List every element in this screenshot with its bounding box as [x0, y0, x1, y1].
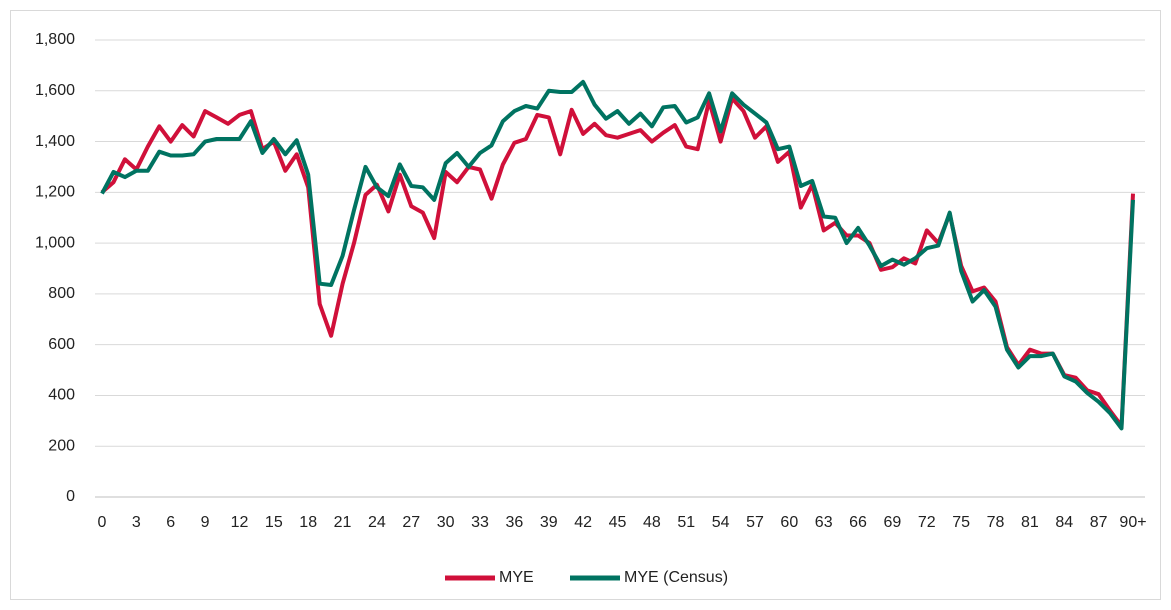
x-tick-label: 78 [987, 514, 1005, 531]
x-tick-label: 39 [540, 514, 558, 531]
legend-label: MYE (Census) [624, 569, 728, 586]
x-tick-label: 21 [334, 514, 352, 531]
y-tick-label: 0 [66, 488, 75, 505]
x-tick-label: 18 [299, 514, 317, 531]
x-tick-label: 15 [265, 514, 283, 531]
y-tick-label: 800 [48, 285, 75, 302]
x-tick-label: 45 [609, 514, 627, 531]
x-tick-label: 60 [780, 514, 798, 531]
y-tick-label: 1,600 [35, 82, 75, 99]
x-tick-label: 66 [849, 514, 867, 531]
legend-label: MYE [499, 569, 534, 586]
x-tick-label: 3 [132, 514, 141, 531]
x-tick-label: 63 [815, 514, 833, 531]
x-tick-label: 42 [574, 514, 592, 531]
x-tick-label: 0 [98, 514, 107, 531]
chart-border [10, 10, 1161, 600]
x-tick-label: 81 [1021, 514, 1039, 531]
x-tick-label: 75 [952, 514, 970, 531]
x-tick-label: 6 [166, 514, 175, 531]
x-tick-label: 57 [746, 514, 764, 531]
x-tick-label: 27 [402, 514, 420, 531]
x-tick-label: 69 [884, 514, 902, 531]
x-tick-label: 36 [506, 514, 524, 531]
x-tick-label: 30 [437, 514, 455, 531]
x-tick-label: 54 [712, 514, 730, 531]
y-tick-label: 1,200 [35, 184, 75, 201]
x-tick-label: 24 [368, 514, 386, 531]
x-tick-label: 48 [643, 514, 661, 531]
y-tick-label: 1,000 [35, 234, 75, 251]
y-tick-label: 600 [48, 336, 75, 353]
y-tick-label: 1,400 [35, 133, 75, 150]
x-tick-label: 33 [471, 514, 489, 531]
x-tick-label: 51 [677, 514, 695, 531]
x-tick-label: 87 [1090, 514, 1108, 531]
x-tick-label: 9 [201, 514, 210, 531]
y-tick-label: 400 [48, 387, 75, 404]
series-line [100, 79, 1135, 431]
y-tick-label: 1,800 [35, 31, 75, 48]
x-tick-label: 12 [231, 514, 249, 531]
y-tick-label: 200 [48, 437, 75, 454]
x-tick-label: 72 [918, 514, 936, 531]
x-tick-label: 84 [1055, 514, 1073, 531]
x-tick-label: 90+ [1119, 514, 1146, 531]
